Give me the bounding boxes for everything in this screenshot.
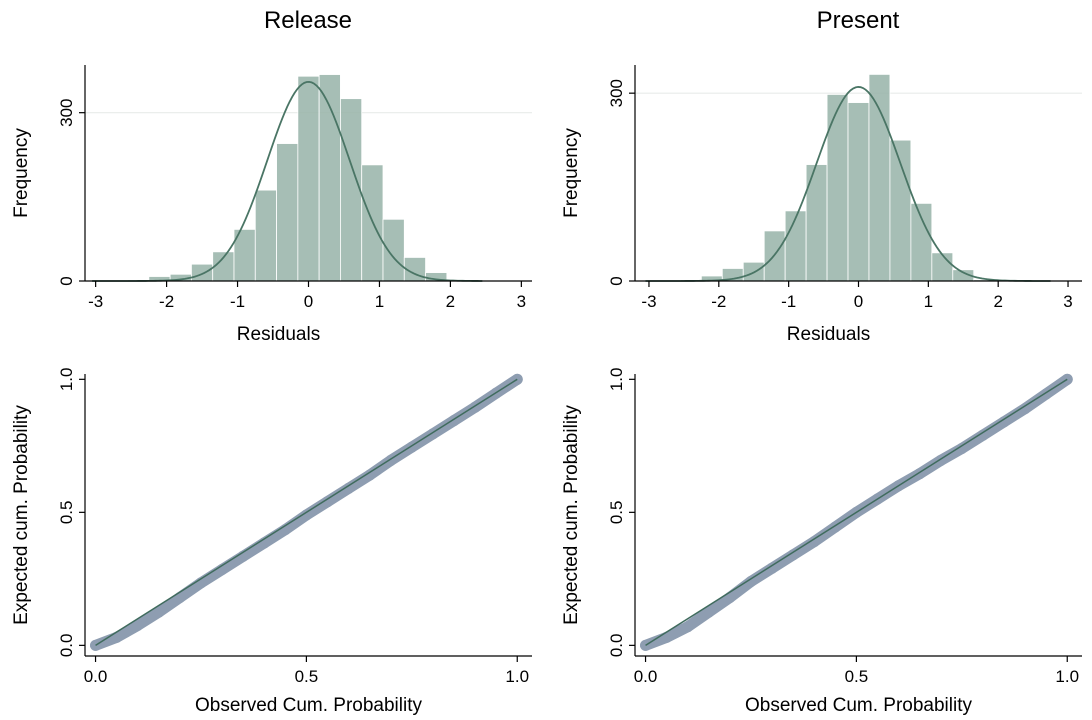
release-pp-point-10 — [300, 509, 312, 521]
release-hist-y-tick-label-0: 0 — [57, 276, 76, 285]
release-pp-point-1 — [111, 631, 123, 643]
release-pp-y-tick-label-1: 0.5 — [57, 501, 76, 525]
present-hist-x-tick-label-6: 3 — [1063, 292, 1072, 311]
release-hist-bar-7 — [254, 189, 277, 282]
release-hist-bar-8 — [276, 143, 299, 282]
present-pp-point-4 — [724, 591, 736, 603]
release-hist-bar-11 — [340, 98, 363, 282]
release-hist-y-axis-label: Frequency — [11, 128, 32, 218]
release-hist-y-tick-label-1: 300 — [57, 99, 76, 127]
present-hist-x-tick-label-2: -1 — [781, 292, 796, 311]
present-pp-y-axis-label: Expected cum. Probability — [561, 405, 582, 625]
present-pp-y-tick-label-1: 0.5 — [607, 501, 626, 525]
release-hist-x-axis-label: Residuals — [237, 324, 320, 345]
present-pp-x-tick-label-0: 0.0 — [634, 667, 658, 686]
present-pp-point-1 — [661, 631, 673, 643]
release-hist-x-tick-label-0: -3 — [88, 292, 103, 311]
present-pp-point-2 — [682, 621, 694, 633]
release-pp-x-tick-label-2: 1.0 — [505, 667, 529, 686]
present-hist-bar-11 — [910, 202, 933, 282]
release-hist-x-tick-label-3: 0 — [304, 292, 313, 311]
present-pp-reference-line — [645, 378, 1068, 646]
present-pp-y-tick-label-2: 1.0 — [607, 368, 626, 392]
present-hist-x-tick-label-1: -2 — [711, 292, 726, 311]
release-pp-y-tick-label-0: 0.0 — [57, 634, 76, 658]
present-hist-x-axis-label: Residuals — [787, 324, 870, 345]
release-pp-x-tick-label-1: 0.5 — [295, 667, 319, 686]
release-pp-point-2 — [132, 619, 144, 631]
release-pp-x-axis-label: Observed Cum. Probability — [195, 695, 423, 716]
present-pp-x-axis-label: Observed Cum. Probability — [745, 695, 973, 716]
release-pp-point-11 — [321, 496, 333, 508]
present-hist-bar-5 — [784, 210, 807, 282]
present-pp-point-5 — [745, 576, 757, 588]
present-hist-x-tick-label-4: 1 — [924, 292, 933, 311]
present-pp-point-3 — [703, 606, 715, 618]
present-pp-y-tick-label-0: 0.0 — [607, 634, 626, 658]
present-hist-x-tick-label-5: 2 — [993, 292, 1002, 311]
present-hist-y-tick-label-1: 300 — [607, 79, 626, 107]
release-pp-y-axis-label: Expected cum. Probability — [11, 405, 32, 625]
release-pp-x-tick-label-0: 0.0 — [84, 667, 108, 686]
present-pp-point-15 — [956, 442, 968, 454]
present-pp-point-17 — [998, 416, 1010, 428]
release-pp-reference-line — [95, 378, 518, 646]
release-hist-x-tick-label-5: 2 — [446, 292, 455, 311]
release-hist-x-tick-label-6: 3 — [517, 292, 526, 311]
present-hist-bar-9 — [868, 73, 891, 282]
release-pp-point-3 — [153, 606, 165, 618]
release-hist-bar-4 — [191, 263, 214, 282]
present-hist-y-axis-label: Frequency — [561, 128, 582, 218]
present-pp-point-6 — [766, 562, 778, 574]
release-pp-point-4 — [174, 591, 186, 603]
present-pp-point-18 — [1019, 403, 1031, 415]
release-column-title: Release — [264, 7, 352, 34]
present-hist-bar-8 — [847, 102, 870, 282]
present-hist-bar-7 — [826, 94, 849, 282]
release-hist-x-tick-label-1: -2 — [159, 292, 174, 311]
present-hist-x-tick-label-0: -3 — [641, 292, 656, 311]
present-column-title: Present — [817, 7, 900, 34]
present-hist-x-tick-label-3: 0 — [854, 292, 863, 311]
present-pp-point-16 — [977, 429, 989, 441]
present-hist-y-tick-label-0: 0 — [607, 276, 626, 285]
release-hist-bar-13 — [382, 218, 405, 282]
present-pp-x-tick-label-2: 1.0 — [1055, 667, 1079, 686]
present-pp-point-7 — [787, 549, 799, 561]
release-pp-y-tick-label-2: 1.0 — [57, 368, 76, 392]
present-pp-point-8 — [808, 536, 820, 548]
release-hist-bar-9 — [297, 75, 320, 282]
release-hist-x-tick-label-2: -1 — [230, 292, 245, 311]
release-hist-x-tick-label-4: 1 — [375, 292, 384, 311]
release-pp-point-12 — [343, 482, 355, 494]
present-pp-x-tick-label-1: 0.5 — [845, 667, 869, 686]
present-hist-bar-12 — [931, 252, 954, 282]
release-pp-point-13 — [364, 469, 376, 481]
